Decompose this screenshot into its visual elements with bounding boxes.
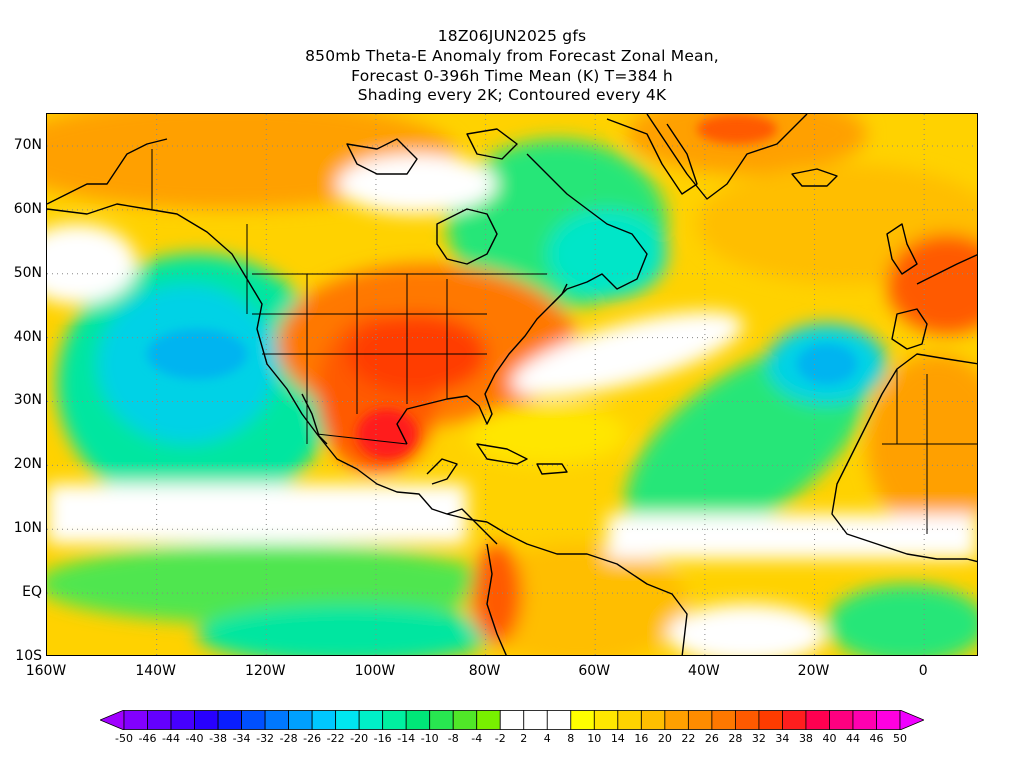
lat-tick-label: EQ (22, 584, 42, 601)
lat-tick-label: 30N (13, 392, 42, 409)
lon-tick-label: 0 (918, 663, 928, 679)
colorbar-tick-label: 38 (798, 732, 813, 745)
colorbar-max-arrow (899, 710, 924, 730)
colorbar-tick-label: 46 (869, 732, 884, 745)
colorbar-swatch (499, 710, 525, 730)
colorbar-tick-label: 22 (681, 732, 696, 745)
lon-tick-label: 160W (25, 663, 67, 679)
colorbar-swatch (358, 710, 384, 730)
colorbar-tick-label: 2 (520, 732, 528, 745)
colorbar-tick-label: 34 (775, 732, 790, 745)
colorbar-swatch (593, 710, 619, 730)
lat-tick-label: 60N (13, 200, 42, 217)
colorbar-tick-label: -44 (162, 732, 180, 745)
colorbar-swatch (640, 710, 666, 730)
colorbar-tick-label: 28 (728, 732, 743, 745)
colorbar-tick-label: -28 (279, 732, 298, 745)
colorbar-swatch (452, 710, 478, 730)
colorbar-swatch (170, 710, 195, 730)
lat-tick-label: 40N (13, 328, 42, 345)
colorbar-tick-label: -34 (232, 732, 251, 745)
colorbar-tick-label: -16 (373, 732, 392, 745)
colorbar-tick-label: -8 (447, 732, 459, 745)
colorbar-swatch (805, 710, 830, 730)
colorbar-tick-label: 20 (657, 732, 672, 745)
title-line-3: Forecast 0-396h Time Mean (K) T=384 h (351, 67, 673, 85)
lat-tick-label: 10S (15, 648, 42, 664)
state-borders (151, 149, 977, 534)
lon-tick-label: 140W (135, 663, 176, 679)
colorbar-tick-label: 4 (543, 732, 551, 745)
shading-layer (47, 114, 977, 655)
colorbar-swatch (429, 710, 454, 730)
colorbar-tick-label: -32 (256, 732, 275, 745)
colorbar-swatch (546, 710, 572, 730)
lat-tick-label: 50N (13, 264, 42, 281)
colorbar-tick-label: 32 (751, 732, 766, 745)
colorbar-tick-label: -22 (326, 732, 345, 745)
colorbar-swatch (335, 710, 360, 730)
colorbar-swatch (476, 710, 501, 730)
colorbar-swatch (758, 710, 783, 730)
title-line-1: 18Z06JUN2025 gfs (437, 27, 587, 45)
title-line-2: 850mb Theta-E Anomaly from Forecast Zona… (305, 47, 719, 65)
colorbar-swatch (617, 710, 642, 730)
colorbar-tick-label: -38 (209, 732, 228, 745)
lon-tick-label: 60W (578, 663, 611, 679)
title-line-4: Shading every 2K; Contoured every 4K (357, 86, 667, 104)
colorbar-tick-label: -26 (303, 732, 322, 745)
colorbar-swatch (241, 710, 266, 730)
anomaly-map (47, 114, 977, 655)
colorbar-swatch (876, 710, 901, 730)
colorbar-swatch (405, 710, 431, 730)
lon-tick-label: 120W (244, 663, 286, 679)
colorbar-tick-label: 14 (610, 732, 625, 745)
lat-tick-label: 20N (13, 456, 42, 473)
colorbar-swatch (382, 710, 407, 730)
colorbar-tick-label: -14 (397, 732, 416, 745)
colorbar-swatch (664, 710, 689, 730)
colorbar-tick-label: 44 (845, 732, 860, 745)
colorbar-tick-label: -40 (185, 732, 204, 745)
colorbar-swatch (829, 710, 854, 730)
lon-tick-label: 100W (354, 663, 396, 679)
colorbar (100, 710, 924, 730)
coastlines (47, 114, 977, 655)
colorbar-swatch (523, 710, 548, 730)
colorbar-tick-label: -20 (350, 732, 369, 745)
colorbar-swatch (288, 710, 313, 730)
lon-tick-label: 80W (468, 663, 501, 679)
colorbar-swatch (147, 710, 172, 730)
colorbar-swatch (687, 710, 713, 730)
colorbar-swatch (570, 710, 595, 730)
colorbar-tick-label: -46 (138, 732, 157, 745)
colorbar-tick-label: -10 (420, 732, 439, 745)
colorbar-swatch (852, 710, 877, 730)
colorbar-tick-label: 40 (822, 732, 837, 745)
colorbar-swatch (782, 710, 807, 730)
lat-tick-label: 70N (13, 136, 42, 153)
colorbar-swatch (711, 710, 736, 730)
graticule (47, 114, 977, 655)
colorbar-tick-label: 16 (634, 732, 649, 745)
colorbar-tick-label: 50 (893, 732, 907, 745)
colorbar-tick-label: 8 (567, 732, 575, 745)
colorbar-tick-label: -50 (115, 732, 133, 745)
colorbar-swatch (734, 710, 760, 730)
colorbar-min-arrow (100, 710, 125, 730)
colorbar-tick-label: 26 (704, 732, 719, 745)
colorbar-swatch (264, 710, 290, 730)
colorbar-swatch (194, 710, 219, 730)
colorbar-swatch (123, 710, 148, 730)
lon-tick-label: 40W (688, 663, 720, 679)
colorbar-tick-label: -4 (471, 732, 483, 745)
colorbar-swatch (311, 710, 337, 730)
lon-tick-label: 20W (797, 663, 830, 679)
map-panel (46, 113, 978, 656)
colorbar-tick-label: 10 (587, 732, 602, 745)
colorbar-swatch (217, 710, 242, 730)
lat-tick-label: 10N (13, 520, 42, 537)
colorbar-tick-label: -2 (494, 732, 506, 745)
